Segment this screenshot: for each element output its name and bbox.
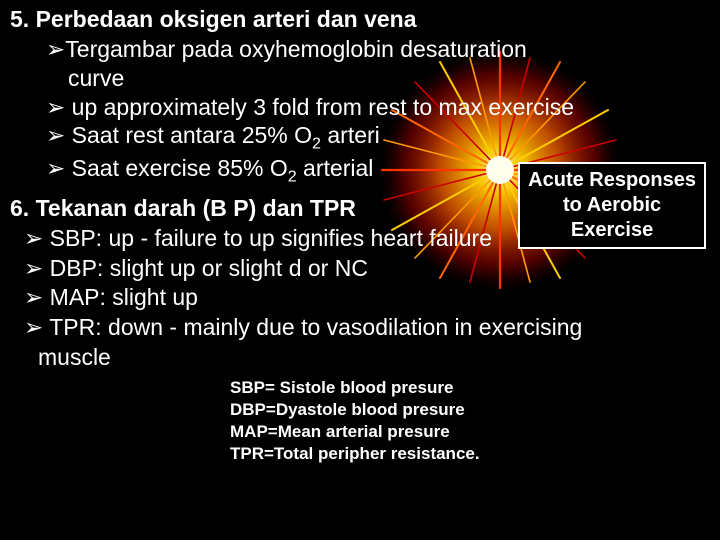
legend-line-3: MAP=Mean arterial presure — [230, 421, 710, 443]
callout-line-3: Exercise — [528, 218, 696, 243]
legend-line-4: TPR=Total peripher resistance. — [230, 443, 710, 465]
s6-bullet-4: ➢ TPR: down - mainly due to vasodilation… — [24, 313, 710, 343]
callout-line-1: Acute Responses — [528, 168, 696, 193]
s6-bullet-4c: muscle — [38, 343, 710, 373]
s5-bullet-1a: ➢Tergambar pada oxyhemoglobin desaturati… — [46, 35, 710, 64]
callout-line-2: to Aerobic — [528, 193, 696, 218]
s5-bullet-2: ➢ up approximately 3 fold from rest to m… — [46, 93, 710, 122]
s5-bullet-3: ➢ Saat rest antara 25% O2 arteri — [46, 121, 710, 154]
s5-bullet-1b: curve — [68, 64, 710, 93]
section-5-title: 5. Perbedaan oksigen arteri dan vena — [10, 6, 710, 33]
legend: SBP= Sistole blood presure DBP=Dyastole … — [230, 377, 710, 465]
legend-line-2: DBP=Dyastole blood presure — [230, 399, 710, 421]
legend-line-1: SBP= Sistole blood presure — [230, 377, 710, 399]
s6-bullet-3: ➢ MAP: slight up — [24, 283, 710, 313]
callout-box: Acute Responses to Aerobic Exercise — [518, 162, 706, 249]
s6-bullet-2: ➢ DBP: slight up or slight d or NC — [24, 254, 710, 284]
